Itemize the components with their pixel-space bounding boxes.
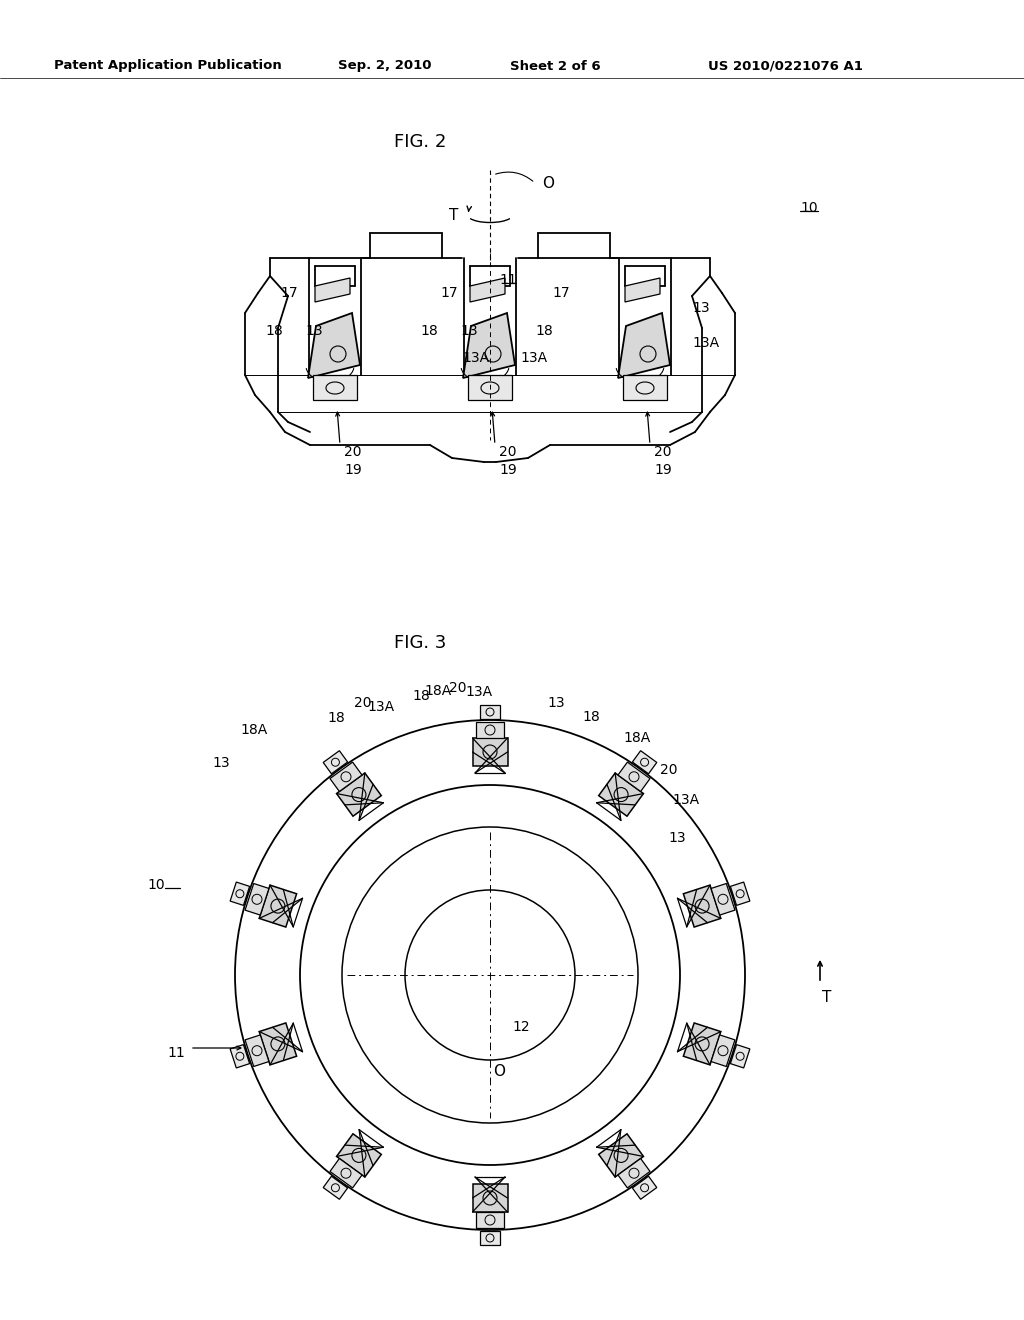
Text: 13A: 13A <box>368 700 394 714</box>
Polygon shape <box>476 722 504 738</box>
Text: 18: 18 <box>412 689 430 704</box>
Text: 13: 13 <box>668 832 686 845</box>
Polygon shape <box>230 882 250 906</box>
Polygon shape <box>330 762 362 792</box>
Polygon shape <box>711 1035 735 1067</box>
Polygon shape <box>259 1023 297 1065</box>
Text: US 2010/0221076 A1: US 2010/0221076 A1 <box>708 59 862 73</box>
Text: 17: 17 <box>440 286 458 300</box>
Polygon shape <box>683 1023 721 1065</box>
Text: 18A: 18A <box>623 731 650 744</box>
Text: 13A: 13A <box>466 685 493 700</box>
Text: 10: 10 <box>147 878 165 892</box>
Polygon shape <box>480 1232 500 1245</box>
Text: 20: 20 <box>500 445 517 459</box>
Text: 13: 13 <box>460 323 478 338</box>
Text: 13A: 13A <box>463 351 489 366</box>
Text: 13A: 13A <box>520 351 548 366</box>
Polygon shape <box>617 1159 650 1188</box>
Text: 12: 12 <box>512 1020 529 1034</box>
Text: 13: 13 <box>212 756 230 770</box>
Polygon shape <box>313 375 357 400</box>
Polygon shape <box>599 774 643 816</box>
Polygon shape <box>730 882 750 906</box>
Text: FIG. 2: FIG. 2 <box>394 133 446 150</box>
Polygon shape <box>633 1176 656 1200</box>
Text: O: O <box>542 176 554 190</box>
Text: 11: 11 <box>499 273 517 286</box>
Text: Patent Application Publication: Patent Application Publication <box>54 59 282 73</box>
Text: 13A: 13A <box>672 793 699 807</box>
Polygon shape <box>599 1134 643 1177</box>
Text: 19: 19 <box>499 463 517 477</box>
Polygon shape <box>330 1159 362 1188</box>
Text: 18A: 18A <box>241 723 268 737</box>
Polygon shape <box>730 1044 750 1068</box>
Polygon shape <box>633 751 656 774</box>
Polygon shape <box>623 375 667 400</box>
Text: 18: 18 <box>327 711 345 725</box>
Text: 19: 19 <box>344 463 361 477</box>
Text: 19: 19 <box>654 463 672 477</box>
Text: 13: 13 <box>547 696 564 710</box>
Polygon shape <box>711 883 735 915</box>
Text: 20: 20 <box>654 445 672 459</box>
Text: 18: 18 <box>536 323 553 338</box>
Polygon shape <box>618 313 670 378</box>
Text: 18: 18 <box>265 323 283 338</box>
Polygon shape <box>315 279 350 302</box>
Text: Sep. 2, 2010: Sep. 2, 2010 <box>338 59 432 73</box>
Polygon shape <box>324 1176 347 1200</box>
Text: 20: 20 <box>450 681 467 696</box>
Polygon shape <box>245 883 269 915</box>
Polygon shape <box>472 1184 508 1212</box>
Text: Sheet 2 of 6: Sheet 2 of 6 <box>510 59 600 73</box>
Polygon shape <box>476 1212 504 1228</box>
Polygon shape <box>245 1035 269 1067</box>
Text: 20: 20 <box>344 445 361 459</box>
Polygon shape <box>230 1044 250 1068</box>
Text: 13A: 13A <box>692 337 720 350</box>
Text: 18: 18 <box>582 710 600 723</box>
Text: 11: 11 <box>167 1045 185 1060</box>
Polygon shape <box>470 279 505 302</box>
Polygon shape <box>480 705 500 719</box>
Text: 18: 18 <box>420 323 438 338</box>
Polygon shape <box>683 886 721 927</box>
Text: T: T <box>449 207 458 223</box>
Text: 17: 17 <box>281 286 298 300</box>
Text: 13: 13 <box>692 301 710 315</box>
Text: O: O <box>493 1064 505 1078</box>
Text: 20: 20 <box>660 763 678 777</box>
Polygon shape <box>625 279 660 302</box>
Polygon shape <box>617 762 650 792</box>
Polygon shape <box>468 375 512 400</box>
Text: 13: 13 <box>305 323 323 338</box>
Polygon shape <box>324 751 347 774</box>
Text: T: T <box>822 990 831 1005</box>
Polygon shape <box>337 774 381 816</box>
Text: 10: 10 <box>800 201 817 215</box>
Text: 17: 17 <box>552 286 569 300</box>
Polygon shape <box>308 313 360 378</box>
Text: 20: 20 <box>354 696 372 710</box>
Text: FIG. 3: FIG. 3 <box>394 634 446 652</box>
Polygon shape <box>259 886 297 927</box>
Polygon shape <box>337 1134 381 1177</box>
Polygon shape <box>472 738 508 766</box>
Polygon shape <box>463 313 515 378</box>
Text: 18A: 18A <box>424 684 452 698</box>
